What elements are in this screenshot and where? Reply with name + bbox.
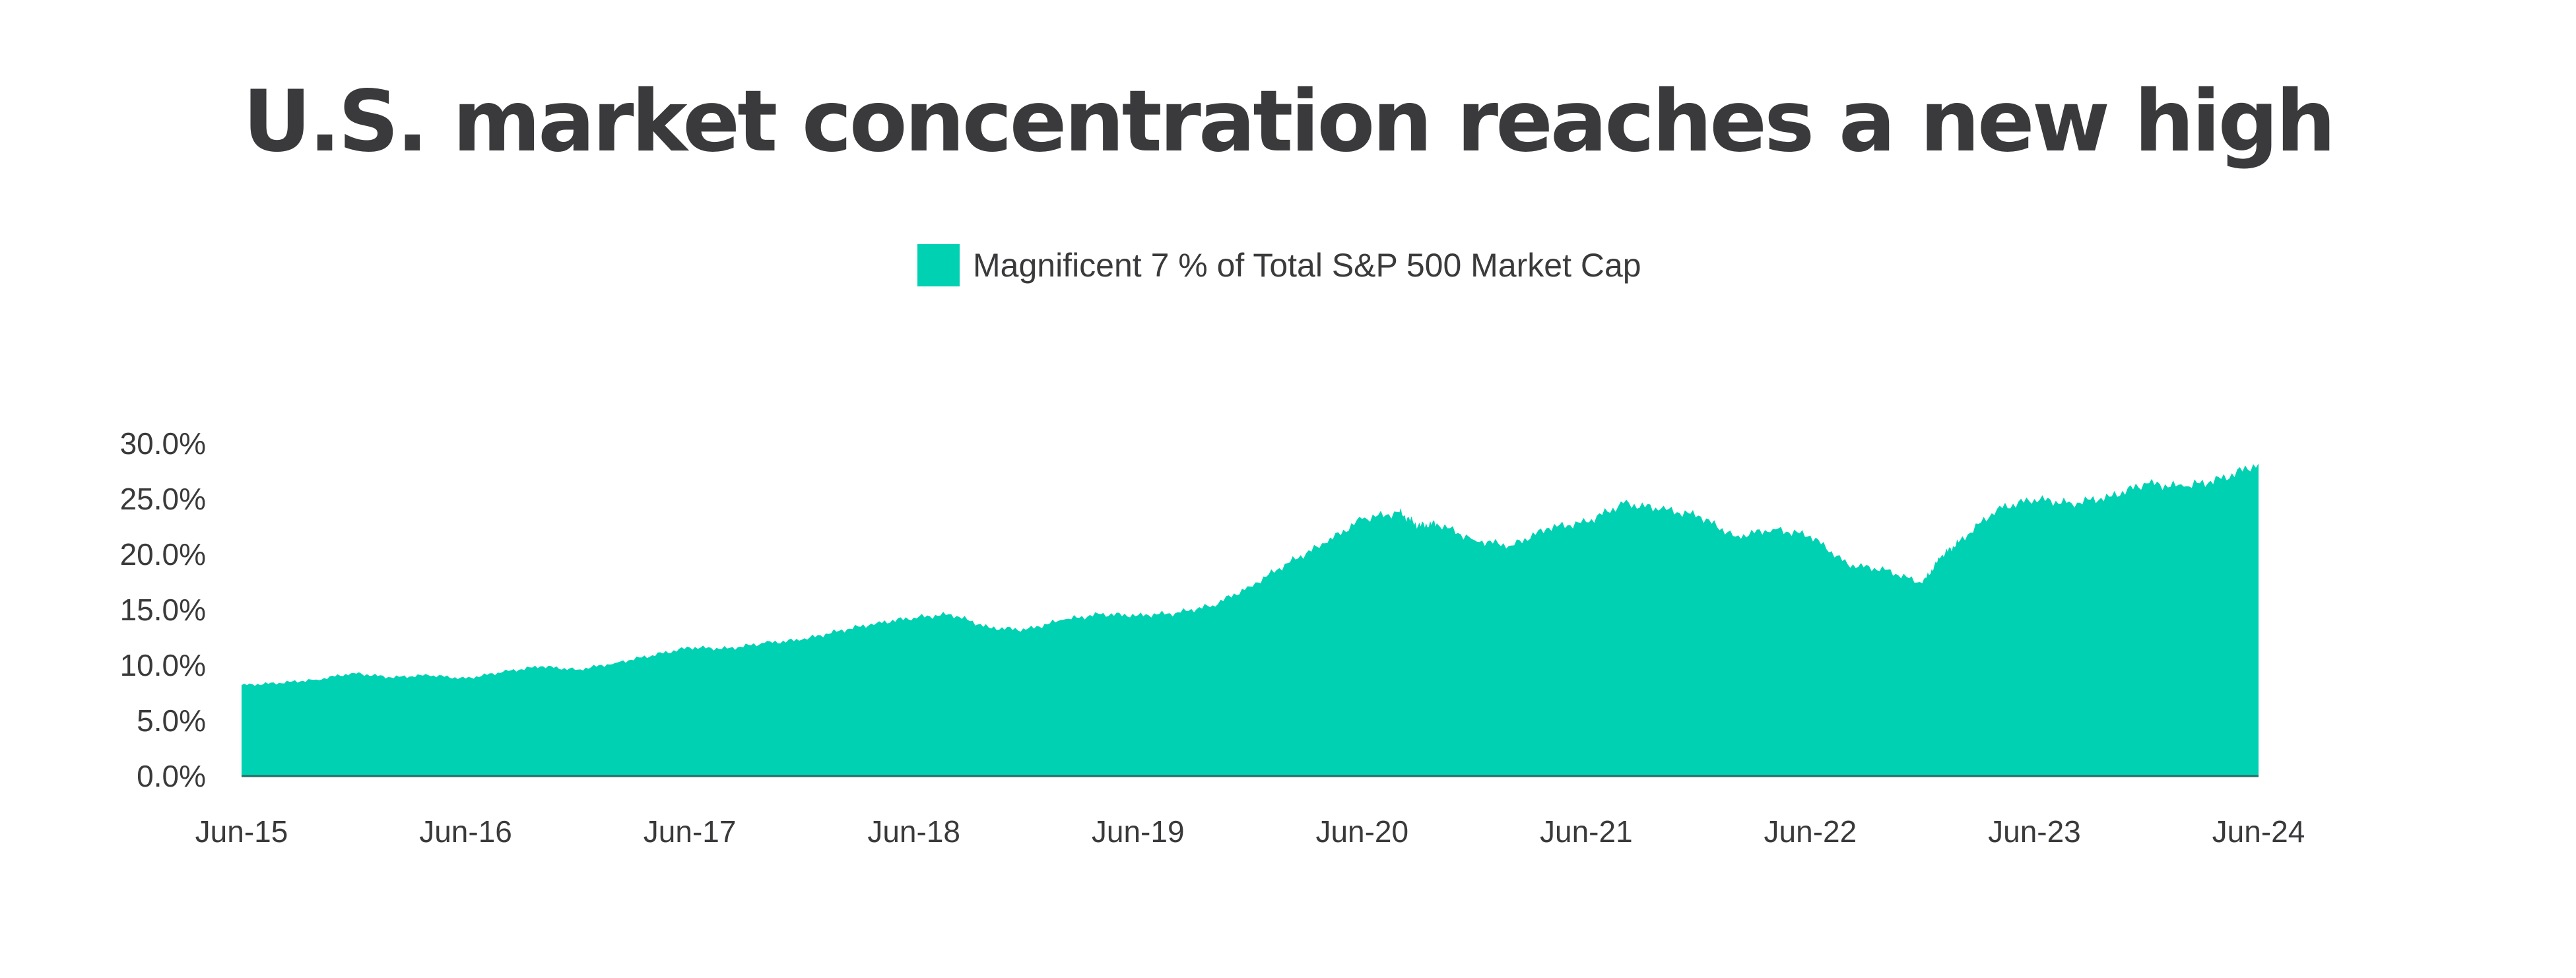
x-tick-label: Jun-16 [419, 814, 512, 849]
series-area [242, 463, 2259, 776]
y-tick-label: 20.0% [120, 537, 206, 571]
legend: Magnificent 7 % of Total S&P 500 Market … [917, 244, 1641, 286]
x-tick-label: Jun-18 [867, 814, 960, 849]
x-axis: Jun-15 Jun-16 Jun-17 Jun-18 Jun-19 Jun-20 Jun-… [195, 814, 2305, 849]
x-tick-label: Jun-21 [1540, 814, 1633, 849]
y-tick-label: 15.0% [120, 593, 206, 627]
y-axis: 0.0% 5.0% 10.0% 15.0% 20.0% 25.0% 30.0% [120, 426, 206, 793]
y-tick-label: 30.0% [120, 426, 206, 461]
x-tick-label: Jun-23 [1988, 814, 2081, 849]
x-tick-label: Jun-22 [1764, 814, 1857, 849]
x-tick-label: Jun-24 [2212, 814, 2305, 849]
y-tick-label: 5.0% [137, 703, 206, 738]
x-tick-label: Jun-20 [1315, 814, 1408, 849]
x-tick-label: Jun-17 [644, 814, 737, 849]
chart-title: U.S. market concentration reaches a new … [242, 73, 2336, 171]
y-tick-label: 0.0% [137, 759, 206, 793]
area-layer [242, 463, 2259, 776]
x-tick-label: Jun-19 [1092, 814, 1185, 849]
y-tick-label: 10.0% [120, 648, 206, 682]
y-tick-label: 25.0% [120, 482, 206, 516]
legend-label: Magnificent 7 % of Total S&P 500 Market … [973, 247, 1641, 284]
legend-swatch [917, 244, 960, 286]
x-tick-label: Jun-15 [195, 814, 288, 849]
